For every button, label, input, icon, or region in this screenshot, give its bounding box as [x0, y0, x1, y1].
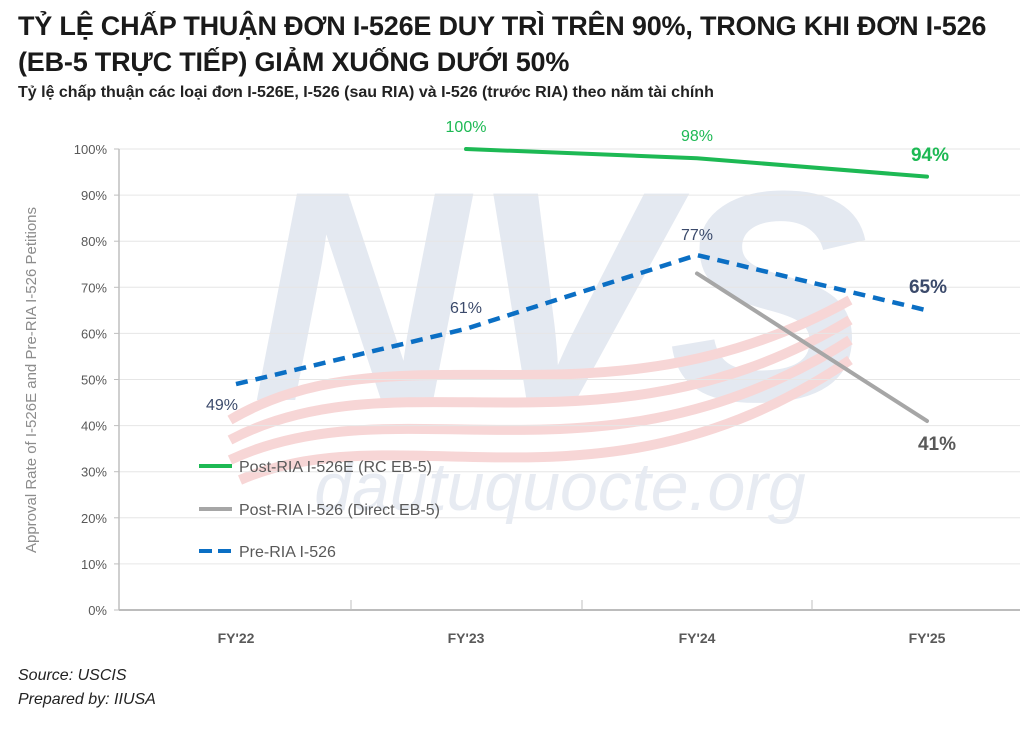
y-axis-label: Approval Rate of I-526E and Pre-RIA I-52…	[23, 207, 40, 553]
source-notes: Source: USCIS Prepared by: IIUSA	[18, 664, 156, 712]
y-tick-label: 20%	[81, 511, 107, 526]
y-tick-label: 30%	[81, 465, 107, 480]
series-line	[464, 147, 929, 179]
data-label: 77%	[681, 227, 713, 244]
data-label: 41%	[918, 434, 956, 455]
y-tick-label: 90%	[81, 188, 107, 203]
data-label: 100%	[446, 119, 487, 136]
data-label: 49%	[206, 397, 238, 414]
y-tick-label: 10%	[81, 557, 107, 572]
page-title: TỶ LỆ CHẤP THUẬN ĐƠN I-526E DUY TRÌ TRÊN…	[18, 11, 987, 77]
data-label: 65%	[909, 277, 947, 298]
source-text: Source: USCIS	[18, 667, 127, 684]
watermark-logo: NVS	[252, 128, 870, 464]
watermark-swoosh	[227, 295, 853, 425]
x-tick-label: FY'24	[679, 630, 716, 646]
y-tick-label: 100%	[74, 142, 108, 157]
data-label: 94%	[911, 145, 949, 166]
y-tick-label: 40%	[81, 419, 107, 434]
chart-subtitle: Tỷ lệ chấp thuận các loại đơn I-526E, I-…	[18, 84, 714, 101]
data-label: 98%	[681, 128, 713, 145]
watermark-swoosh	[227, 315, 853, 445]
y-tick-label: 60%	[81, 326, 107, 341]
x-tick-label: FY'22	[218, 630, 255, 646]
legend-label: Post-RIA I-526 (Direct EB-5)	[239, 502, 440, 519]
y-tick-label: 50%	[81, 373, 107, 388]
x-tick-label: FY'23	[448, 630, 485, 646]
watermark-swoosh	[227, 335, 853, 465]
y-tick-label: 80%	[81, 234, 107, 249]
series-line	[695, 271, 929, 423]
watermark-text: dautuquocte.org	[314, 449, 806, 525]
x-tick-label: FY'25	[909, 630, 946, 646]
prepared-by-text: Prepared by: IIUSA	[18, 691, 156, 708]
legend-label: Pre-RIA I-526	[239, 544, 336, 561]
y-tick-label: 0%	[88, 603, 107, 618]
y-tick-label: 70%	[81, 280, 107, 295]
watermark-swoosh	[238, 355, 853, 485]
data-label: 61%	[450, 300, 482, 317]
legend-label: Post-RIA I-526E (RC EB-5)	[239, 459, 432, 476]
